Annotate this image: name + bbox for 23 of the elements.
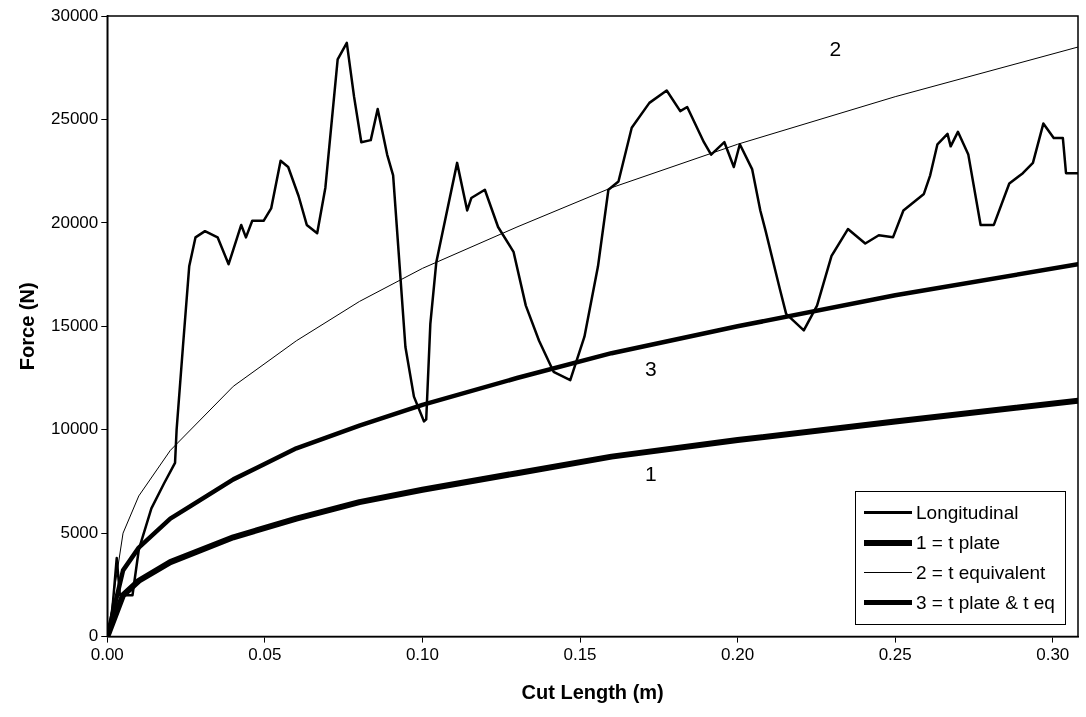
y-axis-title: Force (N) (15, 282, 38, 371)
x-tick-label: 0.20 (721, 645, 755, 665)
y-tick-label: 20000 (50, 212, 99, 232)
legend-label: 2 = t equivalent (916, 560, 1046, 585)
x-tick-label: 0.25 (878, 645, 912, 665)
y-tick-label: 15000 (50, 315, 99, 335)
x-tick-label: 0.05 (248, 645, 282, 665)
x-axis-title: Cut Length (m) (521, 680, 664, 703)
legend-label: 3 = t plate & t eq (916, 590, 1055, 615)
x-tick-label: 0.10 (405, 645, 439, 665)
y-tick-label: 5000 (60, 522, 99, 542)
legend-label: 1 = t plate (916, 530, 1000, 555)
annotation: 2 (829, 36, 842, 60)
y-tick-label: 30000 (50, 5, 99, 25)
legend-label: Longitudinal (916, 500, 1019, 525)
y-tick-label: 0 (88, 626, 99, 646)
y-tick-label: 10000 (50, 419, 99, 439)
x-tick-label: 0.15 (563, 645, 597, 665)
annotation: 3 (645, 356, 657, 380)
x-tick-label: 0.00 (90, 645, 124, 665)
annotation: 1 (645, 462, 657, 486)
y-tick-label: 25000 (50, 109, 99, 129)
x-tick-label: 0.30 (1036, 645, 1070, 665)
